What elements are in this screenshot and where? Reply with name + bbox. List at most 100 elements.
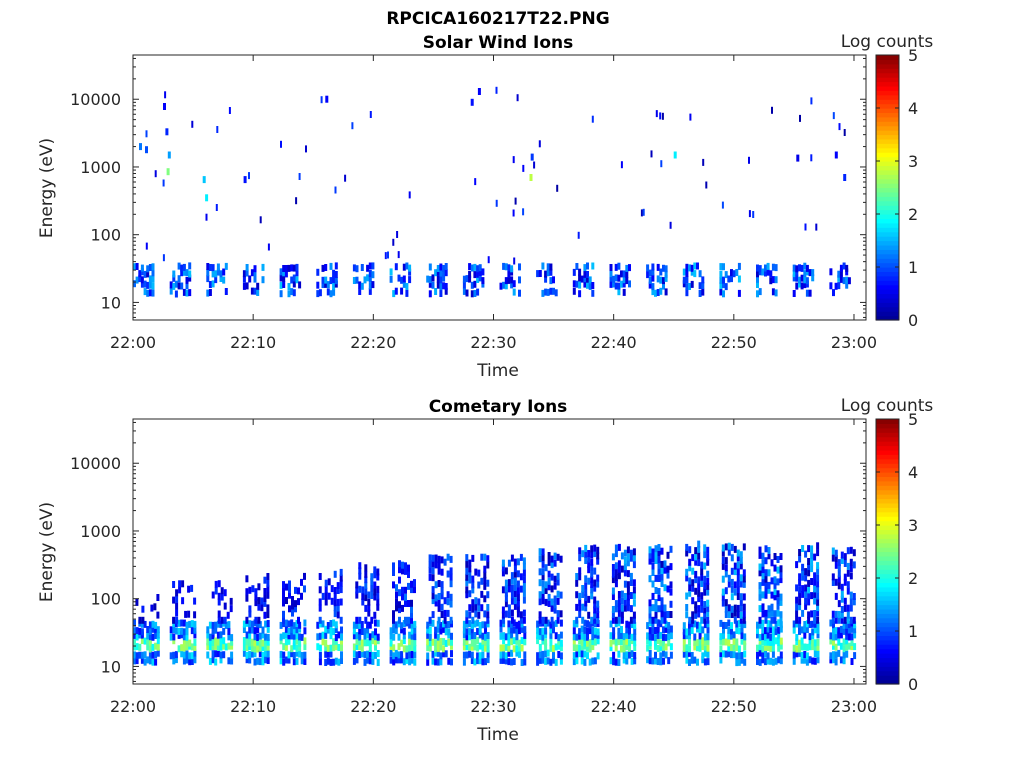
data-cell — [701, 276, 705, 284]
data-cell — [402, 275, 406, 283]
data-cell — [837, 631, 841, 639]
data-cell — [792, 270, 796, 278]
data-cell — [177, 275, 181, 283]
data-cell — [572, 652, 576, 660]
data-cell — [520, 644, 524, 652]
data-cell — [336, 582, 340, 590]
data-cell — [622, 288, 626, 296]
data-cell — [549, 268, 553, 276]
data-cell — [518, 263, 521, 271]
data-cell — [777, 632, 781, 640]
data-cell — [588, 276, 592, 284]
data-cell — [756, 275, 759, 283]
data-cell — [771, 288, 775, 296]
data-cell — [300, 578, 303, 586]
data-cell — [629, 579, 633, 586]
data-cell — [779, 616, 783, 624]
data-cell — [771, 638, 775, 646]
data-cell — [743, 658, 747, 666]
data-cell — [431, 619, 435, 627]
data-cell — [434, 581, 438, 589]
data-cell — [321, 264, 325, 272]
data-cell — [352, 627, 356, 635]
data-cell — [593, 611, 597, 619]
data-cell — [174, 651, 178, 659]
data-cell — [611, 576, 615, 584]
data-cell — [662, 264, 665, 272]
data-cell — [334, 277, 338, 285]
data-cell — [135, 276, 139, 284]
data-cell — [626, 587, 630, 595]
data-cell — [547, 583, 551, 591]
data-cell — [761, 603, 765, 611]
data-cell — [222, 276, 226, 284]
data-cell — [483, 565, 487, 573]
data-cell — [436, 633, 440, 641]
data-cell — [439, 652, 443, 660]
data-cell — [462, 643, 466, 651]
y-tick-label: 10 — [101, 293, 121, 312]
data-cell — [188, 274, 192, 282]
data-cell — [258, 650, 262, 658]
data-cell — [483, 610, 487, 618]
data-cell — [740, 621, 744, 629]
data-cell — [253, 633, 257, 641]
x-tick-label: 22:00 — [110, 697, 156, 716]
data-cell — [287, 632, 291, 640]
data-cell — [258, 658, 262, 666]
data-cell — [834, 658, 838, 666]
data-cell — [557, 651, 561, 658]
data-cell — [529, 174, 533, 181]
data-cell — [285, 597, 288, 604]
data-cell — [779, 611, 783, 619]
data-cell — [364, 587, 368, 595]
data-cell — [536, 658, 540, 666]
data-cell — [227, 657, 231, 665]
data-cell — [507, 620, 511, 628]
colorbar-tick-label: 0 — [908, 311, 918, 330]
data-cell — [352, 264, 356, 272]
data-cell — [849, 604, 853, 612]
data-cell — [402, 637, 406, 645]
data-cell — [588, 282, 592, 290]
data-cell — [292, 264, 296, 272]
data-cell — [368, 638, 372, 646]
data-cell — [646, 632, 650, 640]
data-cell — [227, 621, 231, 629]
data-cell — [629, 549, 633, 557]
data-cell — [625, 264, 629, 272]
data-cell — [248, 639, 252, 647]
data-cell — [758, 265, 762, 273]
data-cell — [444, 621, 448, 629]
data-cell — [849, 565, 853, 573]
data-cell — [742, 575, 746, 583]
data-cell — [691, 616, 695, 624]
data-cell — [436, 620, 440, 628]
data-cell — [816, 643, 820, 651]
data-cell — [355, 643, 359, 650]
data-cell — [174, 290, 178, 298]
data-cell — [538, 140, 541, 148]
data-cell — [339, 574, 343, 582]
data-cell — [473, 263, 477, 271]
data-cell — [318, 289, 322, 297]
data-cell — [737, 289, 741, 297]
data-cell — [596, 637, 600, 645]
data-cell — [486, 555, 490, 563]
data-cell — [727, 619, 731, 627]
data-cell — [727, 548, 731, 556]
data-cell — [538, 579, 542, 587]
data-cell — [242, 637, 246, 644]
data-cell — [779, 593, 783, 601]
data-cell — [648, 633, 652, 641]
data-cell — [727, 574, 731, 582]
data-cell — [591, 638, 595, 645]
data-cell — [773, 593, 777, 601]
data-cell — [154, 642, 158, 650]
data-cell — [332, 269, 336, 277]
data-cell — [321, 631, 325, 639]
data-cell — [767, 611, 771, 619]
data-cell — [591, 643, 595, 651]
data-cell — [583, 619, 587, 627]
